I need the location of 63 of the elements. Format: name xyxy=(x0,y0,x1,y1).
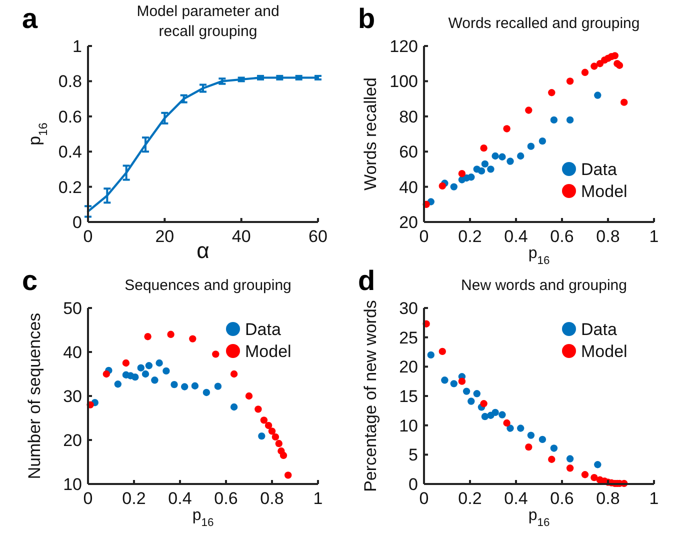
y-tick-label: 30 xyxy=(63,387,82,406)
y-tick-label: 0.4 xyxy=(58,142,82,162)
x-tick-label: 0.2 xyxy=(458,227,482,246)
y-tick-label: 5 xyxy=(408,446,418,465)
x-tick-label: 0.4 xyxy=(168,489,192,508)
y-tick-label: 30 xyxy=(399,299,418,318)
y-tick-label: 1 xyxy=(72,37,82,56)
chart-title: New words and grouping xyxy=(461,277,627,294)
x-tick-label: 0.8 xyxy=(596,227,620,246)
y-tick-label: 0 xyxy=(72,213,82,232)
x-tick-label: 0.6 xyxy=(550,489,574,508)
x-tick-label: 60 xyxy=(308,227,328,246)
text: d xyxy=(358,265,376,296)
chart-title: Sequences and grouping xyxy=(124,277,292,294)
legend-label: Model xyxy=(245,342,292,361)
y-tick-label: 20 xyxy=(399,213,418,232)
y-tick-label: 120 xyxy=(390,37,418,56)
y-tick-label: 40 xyxy=(63,343,82,362)
legend-label: Data xyxy=(581,160,618,179)
x-tick-label: 0.4 xyxy=(504,489,528,508)
y-tick-label: 20 xyxy=(63,431,82,450)
y-axis-title: Percentage of new words xyxy=(361,300,380,492)
y-tick-label: 40 xyxy=(399,178,418,197)
y-tick-label: 60 xyxy=(399,142,418,162)
x-tick-label: 0.8 xyxy=(260,489,284,508)
text: a xyxy=(22,3,38,34)
y-tick-label: 20 xyxy=(399,358,418,377)
y-tick-label: 50 xyxy=(63,299,82,318)
x-tick-label: 0.8 xyxy=(596,489,620,508)
y-tick-label: 0.8 xyxy=(58,72,82,92)
legend-label: Model xyxy=(581,342,628,361)
legend-label: Model xyxy=(581,182,628,201)
chart-title: Model parameter and recall grouping xyxy=(136,3,280,40)
y-tick-label: 0.6 xyxy=(58,107,82,126)
y-tick-label: 10 xyxy=(63,475,82,494)
x-tick-label: 1 xyxy=(649,227,659,246)
x-tick-label: 1 xyxy=(649,489,659,508)
x-tick-label: 0.2 xyxy=(458,489,482,508)
y-tick-label: 80 xyxy=(399,107,418,126)
text: b xyxy=(358,3,376,34)
x-axis-title: p$_{16}$ xyxy=(528,245,550,267)
x-tick-label: 40 xyxy=(232,227,251,246)
x-tick-label: 1 xyxy=(313,489,323,508)
legend-label: Data xyxy=(245,320,282,339)
y-tick-label: 10 xyxy=(399,416,418,436)
legend-label: Data xyxy=(581,320,618,339)
y-tick-label: 0 xyxy=(408,475,418,494)
y-axis-title: Number of sequences xyxy=(25,312,44,480)
x-axis-title: p$_{16}$ xyxy=(192,507,214,529)
x-axis-title: p$_{16}$ xyxy=(528,507,550,529)
y-tick-label: 100 xyxy=(390,72,418,92)
y-tick-label: 15 xyxy=(399,387,418,406)
x-tick-label: 0.6 xyxy=(214,489,238,508)
y-tick-label: 25 xyxy=(399,328,418,348)
y-axis-title: Words recalled xyxy=(361,77,380,191)
x-tick-label: 0.4 xyxy=(504,227,528,246)
text: c xyxy=(22,265,38,296)
x-tick-label: 0.2 xyxy=(122,489,146,508)
x-axis-title: α xyxy=(196,238,210,263)
x-tick-label: 0.6 xyxy=(550,227,574,246)
chart-title: Words recalled and grouping xyxy=(448,15,640,32)
y-tick-label: 0.2 xyxy=(58,178,82,197)
x-tick-label: 20 xyxy=(155,227,174,246)
